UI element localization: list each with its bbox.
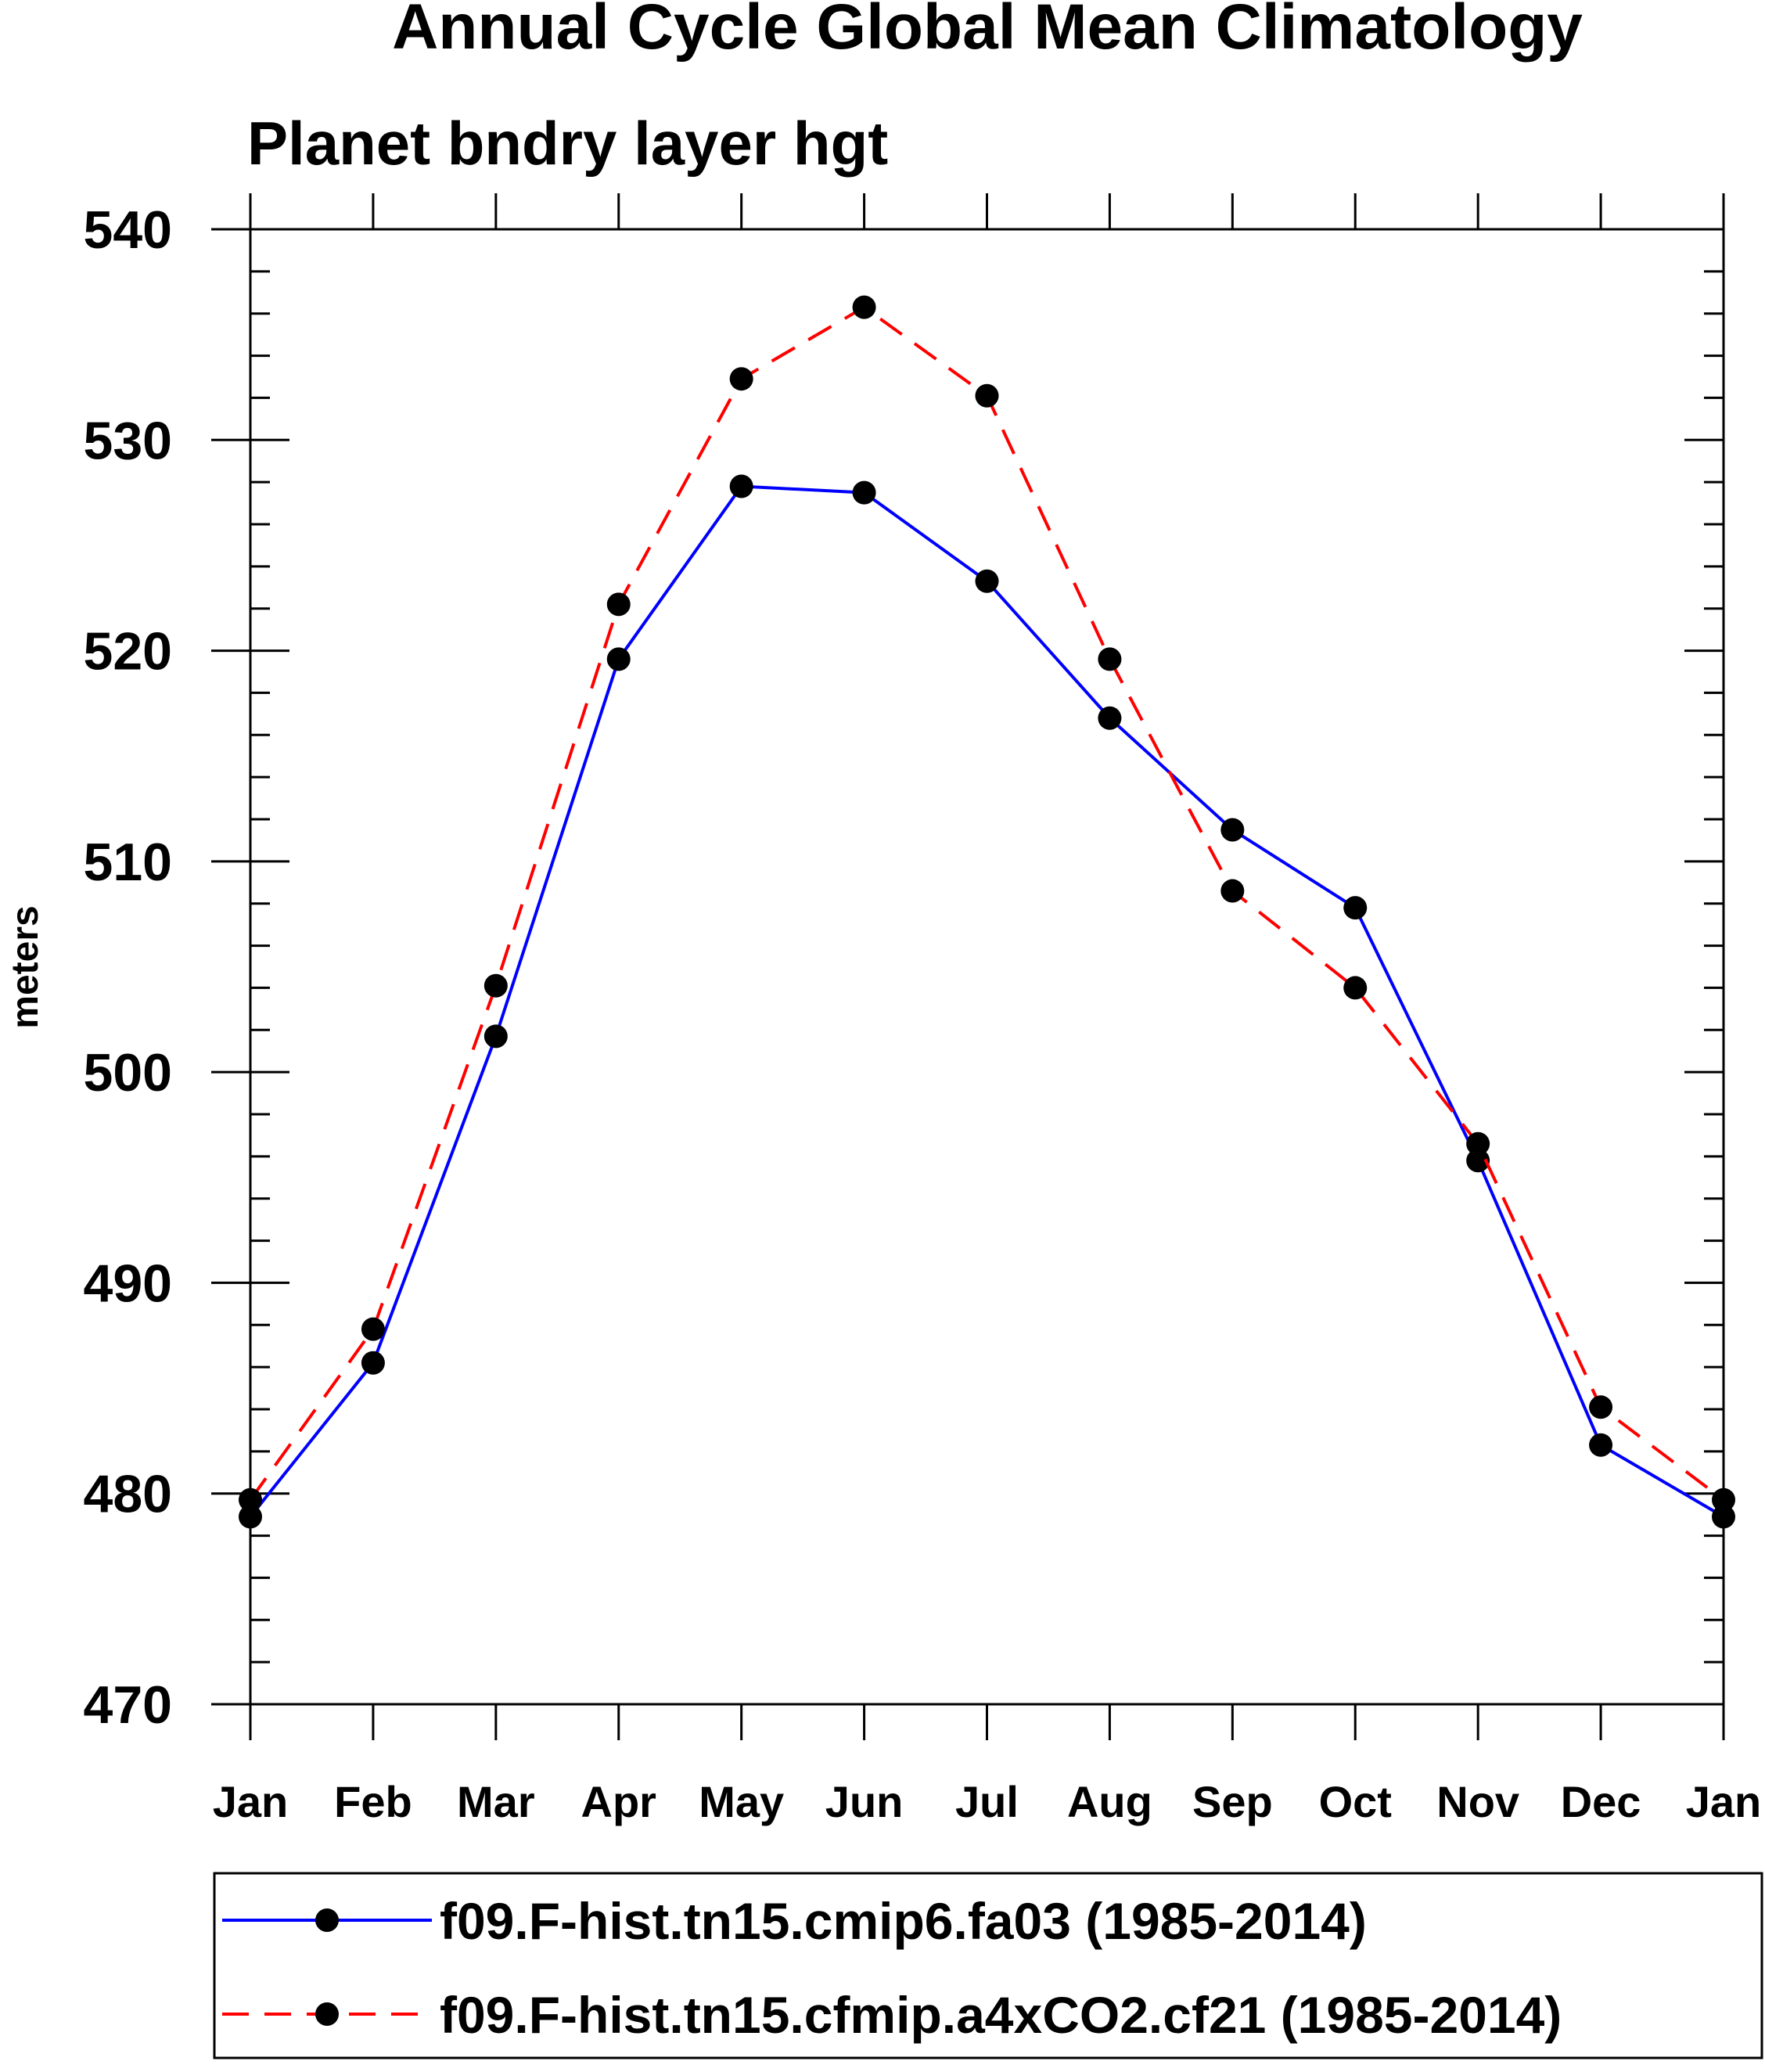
series-2-point bbox=[1098, 647, 1122, 671]
series-1-point bbox=[606, 647, 631, 671]
y-axis-label: meters bbox=[5, 905, 46, 1028]
axis-tick-labels: 470 480 490 500 510 520 530 540 Jan Feb Mar Apr May J… bbox=[84, 200, 1762, 1826]
y-tick-label: 480 bbox=[84, 1465, 172, 1524]
x-tick-label: Sep bbox=[1192, 1777, 1273, 1826]
y-tick-label: 490 bbox=[84, 1254, 172, 1313]
y-tick-label: 510 bbox=[84, 833, 172, 892]
series-2-point bbox=[361, 1317, 385, 1341]
series-layer bbox=[239, 295, 1735, 1529]
x-tick-label: Nov bbox=[1436, 1777, 1519, 1826]
series-1-point bbox=[1220, 818, 1245, 842]
x-tick-label: Oct bbox=[1319, 1777, 1392, 1826]
series-2-point bbox=[729, 367, 753, 391]
x-tick-label: Aug bbox=[1067, 1777, 1152, 1826]
x-tick-label: Jan bbox=[213, 1777, 289, 1826]
x-tick-label: Apr bbox=[581, 1777, 656, 1826]
series-2-point bbox=[239, 1487, 262, 1512]
legend-label-series-1: f09.F-hist.tn15.cmip6.fa03 (1985-2014) bbox=[440, 1892, 1367, 1950]
series-2-point bbox=[1589, 1395, 1613, 1419]
legend-box bbox=[213, 1872, 1763, 2059]
y-tick-label: 530 bbox=[84, 411, 172, 470]
y-tick-label: 470 bbox=[84, 1675, 172, 1735]
y-tick-label: 500 bbox=[84, 1043, 172, 1103]
series-1-point bbox=[729, 474, 753, 498]
y-tick-label: 520 bbox=[84, 622, 172, 682]
x-tick-label: Jun bbox=[825, 1777, 904, 1826]
legend-swatch-marker-2 bbox=[315, 2002, 339, 2026]
series-2-point bbox=[1343, 976, 1368, 1000]
x-tick-label: Feb bbox=[334, 1777, 412, 1826]
series-1-point bbox=[483, 1024, 508, 1049]
series-2-point bbox=[975, 383, 999, 408]
series-1-point bbox=[1343, 896, 1368, 920]
x-tick-label: Dec bbox=[1561, 1777, 1641, 1826]
x-tick-label: May bbox=[699, 1777, 784, 1826]
series-line-2 bbox=[249, 305, 1725, 1502]
series-line-1 bbox=[249, 484, 1725, 1519]
series-2-point bbox=[483, 973, 508, 998]
series-1-point bbox=[1589, 1433, 1613, 1457]
series-1-point bbox=[1712, 1505, 1735, 1529]
legend-swatch-marker-1 bbox=[315, 1908, 339, 1932]
series-1-point bbox=[1098, 706, 1122, 730]
axis-ticks bbox=[211, 193, 1725, 1740]
series-2-point bbox=[852, 295, 876, 319]
legend: f09.F-hist.tn15.cmip6.fa03 (1985-2014) f… bbox=[213, 1872, 1763, 2059]
series-1-point bbox=[975, 569, 999, 593]
legend-label-series-2: f09.F-hist.tn15.cfmip.a4xCO2.cf21 (1985-… bbox=[440, 1986, 1562, 2044]
chart-title: Annual Cycle Global Mean Climatology bbox=[392, 0, 1583, 63]
series-1-point bbox=[239, 1505, 262, 1529]
chart-subtitle: Planet bndry layer hgt bbox=[247, 109, 888, 178]
series-2-point bbox=[1466, 1131, 1490, 1156]
plot-frame bbox=[249, 228, 1725, 1706]
axes bbox=[249, 228, 1725, 1706]
series-2-point bbox=[1712, 1487, 1735, 1512]
series-1-point bbox=[852, 480, 876, 505]
series-2-point bbox=[606, 592, 631, 617]
x-tick-label: Mar bbox=[457, 1777, 535, 1826]
series-1-point bbox=[1466, 1149, 1490, 1173]
x-tick-label: Jul bbox=[955, 1777, 1019, 1826]
y-tick-label: 540 bbox=[84, 200, 172, 260]
series-1-point bbox=[361, 1351, 385, 1375]
series-2-point bbox=[1220, 879, 1245, 903]
x-tick-label: Jan bbox=[1686, 1777, 1762, 1826]
